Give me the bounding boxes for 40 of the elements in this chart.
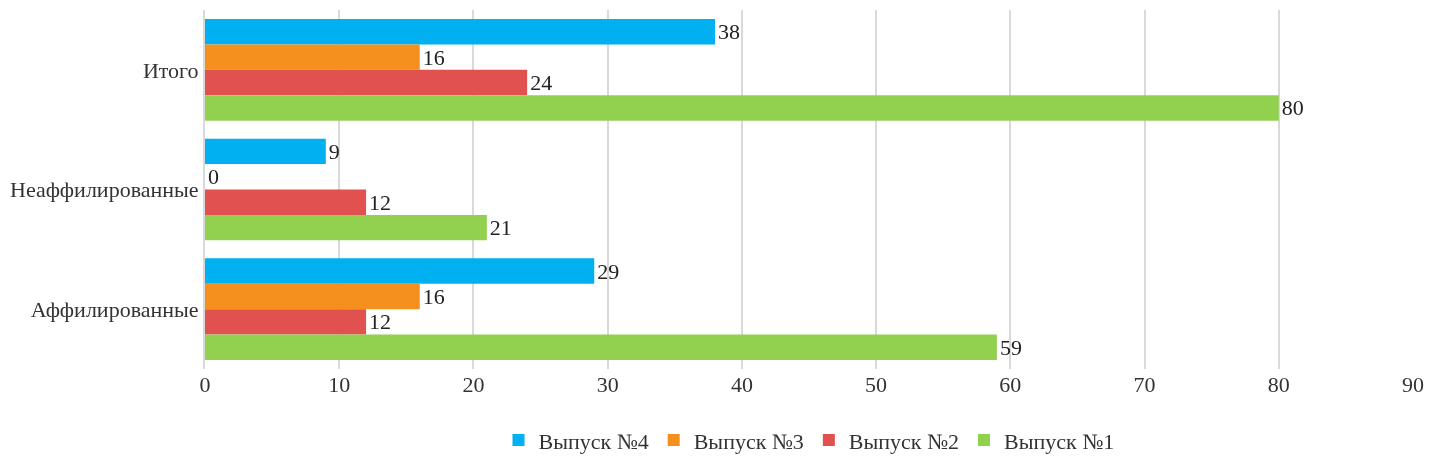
bar (205, 258, 595, 284)
bar (205, 283, 420, 310)
bar (205, 138, 326, 165)
x-tick-label: 60 (999, 372, 1022, 397)
data-label: 12 (369, 189, 392, 215)
data-label: 29 (597, 258, 620, 284)
legend-label: Выпуск №1 (1004, 428, 1115, 454)
data-label: 21 (489, 215, 512, 241)
x-tick-label: 90 (1402, 372, 1424, 397)
data-label: 0 (208, 164, 219, 190)
data-label: 12 (369, 309, 392, 335)
bar (205, 334, 997, 361)
data-label: 16 (422, 44, 445, 70)
data-label: 80 (1281, 95, 1304, 121)
x-tick-label: 40 (730, 372, 753, 397)
data-label: 59 (999, 334, 1022, 360)
x-tick-label: 70 (1133, 372, 1156, 397)
bar (205, 214, 487, 241)
bar (205, 69, 528, 96)
legend-label: Выпуск №3 (693, 428, 804, 454)
bar (205, 95, 1279, 121)
legend-label: Выпуск №2 (848, 428, 960, 454)
x-tick-label: 80 (1267, 372, 1290, 397)
y-tick-label: Аффилированные (30, 296, 199, 322)
legend-label: Выпуск №4 (538, 428, 649, 454)
data-label: 24 (530, 70, 553, 96)
bar (205, 18, 716, 45)
data-label: 16 (422, 283, 445, 309)
x-tick-label: 50 (865, 372, 888, 397)
bar (205, 44, 420, 70)
data-label: 9 (328, 138, 340, 164)
bar (205, 189, 367, 215)
x-tick-label: 10 (328, 372, 351, 397)
x-tick-label: 30 (596, 372, 619, 397)
y-tick-label: Неаффилированные (10, 177, 199, 203)
bar (205, 309, 367, 335)
data-label: 38 (718, 19, 741, 45)
x-tick-label: 20 (462, 372, 485, 397)
y-tick-label: Итого (142, 57, 199, 83)
x-tick-label: 0 (199, 372, 211, 397)
